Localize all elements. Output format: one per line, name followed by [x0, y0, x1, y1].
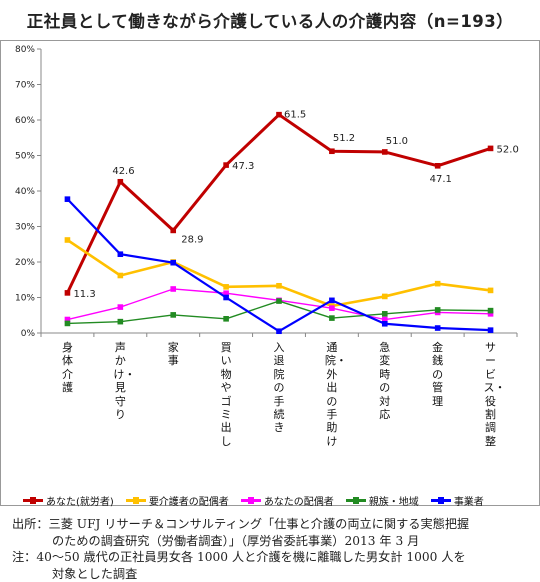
data-point	[118, 273, 124, 279]
legend-item: あなたの配偶者	[241, 493, 334, 508]
x-tick-label: 声かけ・見守り	[113, 341, 127, 421]
data-point	[488, 288, 494, 294]
data-label: 51.0	[386, 136, 408, 147]
data-point	[488, 308, 494, 314]
data-point	[329, 305, 335, 311]
data-point	[276, 298, 282, 304]
data-label: 11.3	[73, 289, 95, 300]
data-point	[170, 312, 176, 318]
data-label: 51.2	[333, 133, 355, 144]
legend-label: 要介護者の配偶者	[149, 493, 229, 508]
data-point	[65, 321, 71, 327]
data-point	[435, 307, 441, 313]
data-label: 47.1	[430, 174, 452, 185]
legend-label: 事業者	[454, 493, 484, 508]
data-point	[329, 315, 335, 321]
data-point	[435, 325, 441, 331]
x-tick-label: 通院・外出の手助け	[325, 341, 339, 448]
y-tick-label: 60%	[15, 116, 35, 126]
data-label: 52.0	[497, 144, 519, 155]
series-line-0	[67, 115, 490, 293]
data-point	[65, 290, 71, 296]
legend: あなた(就労者) 要介護者の配偶者 あなたの配偶者 親族・地域 事業者	[23, 493, 523, 508]
legend-swatch	[241, 499, 261, 502]
data-point	[223, 316, 229, 322]
data-point	[382, 294, 388, 300]
legend-item: 事業者	[431, 493, 484, 508]
source-note: 出所：三菱 UFJ リサーチ＆コンサルティング「仕事と介護の両立に関する実態把握…	[12, 516, 532, 582]
x-tick-label: 身体介護	[60, 341, 74, 395]
source-line-2: のための調査研究（労働者調査）」（厚労省委託事業）2013 年 3 月	[12, 533, 532, 550]
y-tick-label: 20%	[15, 258, 35, 268]
data-point	[118, 251, 124, 257]
legend-swatch	[23, 499, 43, 502]
data-point	[435, 163, 441, 169]
source-line-1: 出所：三菱 UFJ リサーチ＆コンサルティング「仕事と介護の両立に関する実態把握	[12, 516, 532, 533]
data-point	[276, 283, 282, 289]
data-point	[382, 311, 388, 317]
y-tick-label: 50%	[15, 152, 35, 162]
legend-swatch	[431, 499, 451, 502]
y-tick-label: 30%	[15, 223, 35, 233]
data-label: 47.3	[232, 161, 254, 172]
legend-label: あなた(就労者)	[46, 493, 114, 508]
data-point	[488, 146, 494, 152]
data-point	[382, 321, 388, 327]
chart-frame: 0% 10% 20% 30% 40% 50% 60% 70% 80% 11.3 42.6 28.9 47…	[0, 40, 540, 506]
x-tick-label: サービス・役割調整	[484, 341, 498, 448]
y-tick-label: 80%	[15, 45, 35, 55]
data-point	[223, 162, 229, 168]
data-point	[223, 295, 229, 301]
data-label: 28.9	[181, 234, 203, 245]
y-tick-label: 10%	[15, 294, 35, 304]
plot-area: 0% 10% 20% 30% 40% 50% 60% 70% 80% 11.3 42.6 28.9 47…	[1, 41, 540, 507]
data-point	[276, 112, 282, 118]
series-line-2	[67, 289, 490, 320]
note-line-1: 注：40～50 歳代の正社員男女各 1000 人と介護を機に離職した男女計 10…	[12, 549, 532, 566]
legend-swatch	[126, 499, 146, 502]
data-point	[435, 281, 441, 287]
y-tick-label: 70%	[15, 81, 35, 91]
legend-item: 要介護者の配偶者	[126, 493, 229, 508]
data-point	[488, 327, 494, 333]
legend-label: あなたの配偶者	[264, 493, 334, 508]
series-line-4	[67, 199, 490, 331]
data-label: 61.5	[284, 110, 306, 121]
data-point	[118, 319, 124, 325]
data-point	[329, 298, 335, 304]
data-label: 42.6	[112, 166, 134, 177]
legend-item: 親族・地域	[346, 493, 419, 508]
data-point	[118, 304, 124, 310]
data-point	[118, 179, 124, 185]
x-tick-label: 家事	[166, 341, 180, 368]
data-point	[65, 196, 71, 202]
data-point	[223, 284, 229, 290]
legend-swatch	[346, 499, 366, 502]
legend-label: 親族・地域	[369, 493, 419, 508]
series-line-1	[67, 240, 490, 306]
y-tick-label: 0%	[21, 329, 36, 339]
series-line-3	[67, 301, 490, 323]
data-point	[170, 286, 176, 292]
data-point	[382, 149, 388, 155]
data-point	[276, 328, 282, 334]
data-point	[65, 237, 71, 243]
x-tick-label: 入退院の手続き	[272, 341, 286, 435]
x-tick-label: 買い物やゴミ出し	[219, 341, 233, 448]
x-tick-label: 金銭の管理	[431, 341, 445, 408]
data-point	[170, 228, 176, 234]
data-point	[170, 260, 176, 266]
y-tick-label: 40%	[15, 187, 35, 197]
x-tick-label: 急変時の対応	[378, 341, 392, 421]
legend-item: あなた(就労者)	[23, 493, 114, 508]
data-point	[329, 148, 335, 154]
chart-title: 正社員として働きながら介護している人の介護内容（n=193）	[0, 8, 540, 32]
